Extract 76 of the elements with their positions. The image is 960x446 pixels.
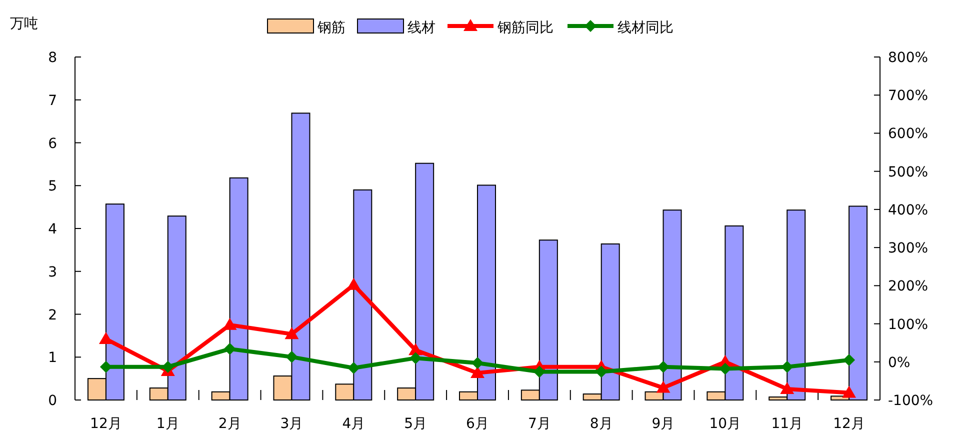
y2-tick-label: 0% [888, 354, 910, 371]
bar [600, 243, 620, 400]
bar [706, 391, 726, 400]
x-tick-label: 10月 [709, 416, 742, 432]
x-tick-label: 3月 [280, 416, 304, 432]
bar [229, 177, 248, 400]
bar [724, 225, 744, 400]
bar [520, 390, 540, 400]
y-axis-title: 万吨 [10, 16, 38, 32]
legend-label: 钢筋同比 [496, 20, 554, 36]
y2-tick-label: -100% [888, 393, 934, 409]
bar [167, 216, 186, 400]
point [843, 354, 856, 366]
bar [335, 384, 354, 400]
point [348, 362, 360, 374]
y2-tick-label: 100% [888, 316, 928, 333]
y2-tick-label: 800% [888, 50, 928, 66]
x-tick-label: 6月 [466, 416, 489, 432]
point [100, 360, 112, 373]
x-tick-label: 12月 [90, 416, 122, 432]
bar [87, 378, 106, 400]
bar [397, 387, 416, 400]
point [222, 318, 237, 330]
point [842, 386, 856, 398]
legend-label: 线材 [408, 20, 436, 36]
bar [662, 210, 682, 400]
bar [538, 240, 558, 400]
bar [415, 162, 434, 400]
point [656, 380, 670, 393]
y-tick-label: 6 [48, 136, 58, 152]
x-tick-label: 7月 [528, 416, 551, 432]
point [284, 327, 299, 340]
y-tick-label: 5 [48, 178, 57, 195]
point [286, 350, 298, 363]
point [472, 357, 484, 370]
y-tick-label: 1 [48, 350, 57, 366]
y-tick-label: 3 [48, 264, 57, 280]
y2-tick-label: 200% [888, 278, 928, 295]
point [346, 278, 361, 290]
x-tick-label: 11月 [771, 416, 804, 432]
x-tick-label: 5月 [404, 416, 428, 432]
bar [211, 391, 230, 400]
y2-tick-label: 300% [888, 240, 928, 257]
legend-label: 线材同比 [618, 20, 674, 36]
x-tick-label: 9月 [652, 416, 675, 432]
bar [477, 184, 496, 400]
bar [291, 112, 310, 400]
y2-tick-label: 600% [888, 126, 928, 142]
x-tick-label: 8月 [590, 416, 613, 432]
y-tick-label: 7 [48, 92, 57, 109]
x-tick-label: 4月 [342, 416, 366, 432]
point [224, 342, 236, 355]
bar [459, 391, 478, 400]
bar [273, 375, 292, 400]
bar [149, 387, 168, 400]
y2-tick-label: 500% [888, 164, 928, 180]
bar [848, 206, 868, 400]
bar [105, 204, 124, 400]
bar [786, 210, 806, 400]
bar [768, 396, 788, 400]
x-tick-label: 1月 [156, 416, 180, 432]
y2-tick-label: 400% [888, 202, 928, 218]
point [780, 382, 794, 394]
point [470, 366, 484, 378]
point [98, 332, 113, 344]
legend-label: 钢筋 [316, 20, 346, 36]
bar [353, 189, 372, 400]
y-tick-label: 0 [48, 393, 57, 409]
point [533, 366, 546, 378]
x-tick-label: 12月 [833, 416, 865, 432]
x-tick-label: 2月 [218, 416, 242, 432]
y-tick-label: 2 [48, 307, 57, 324]
y2-tick-label: 700% [888, 88, 928, 104]
y-tick-label: 4 [48, 222, 58, 238]
bar [582, 393, 602, 400]
y-tick-label: 8 [48, 50, 57, 66]
